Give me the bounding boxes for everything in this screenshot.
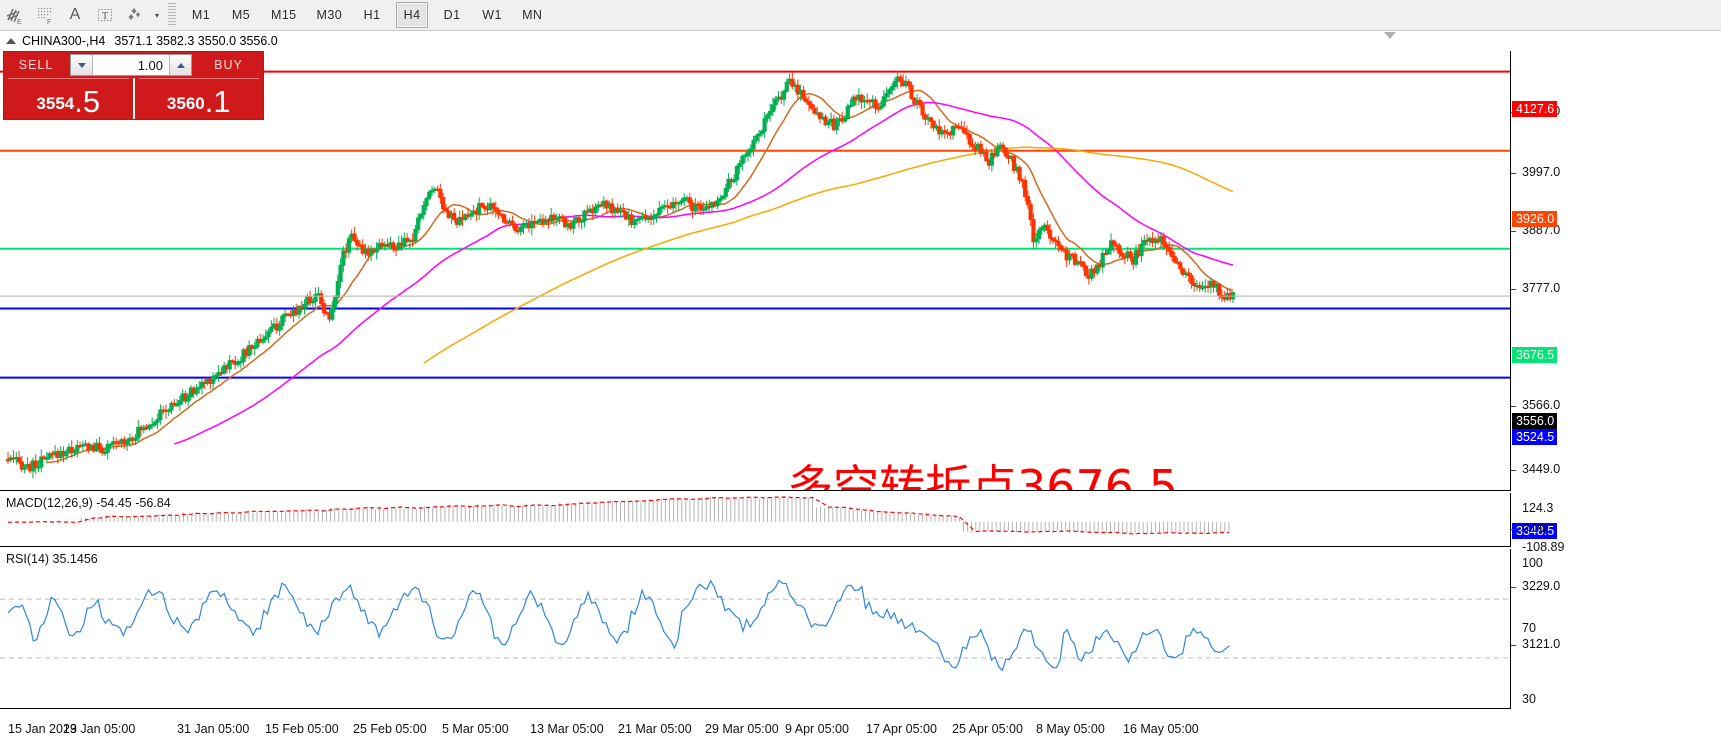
price-axis-label: 3777.0 [1522,281,1561,295]
macd-title: MACD(12,26,9) -54.45 -56.84 [6,496,171,510]
pivot-level-badge[interactable]: 3676.5 [1512,347,1558,363]
sell-price[interactable]: 3554.5 [4,78,133,119]
time-axis-label: 13 Mar 05:00 [530,722,604,736]
main-toolbar: E F A T ▾ M1 M5 M15 M30 H1 [0,0,1721,31]
volume-input[interactable]: 1.00 [137,57,163,73]
time-axis-label: 29 Mar 05:00 [705,722,779,736]
timeframe-m5[interactable]: M5 [231,8,251,22]
macd-axis-label: 124.3 [1522,501,1554,515]
resistance-level-badge[interactable]: 4127.6 [1512,101,1558,117]
price-axis-tick [1511,406,1516,407]
price-axis[interactable]: 4107.03997.03887.03777.03566.03449.03229… [1511,51,1721,709]
timeframe-h1[interactable]: H1 [363,8,381,22]
price-axis-tick [1511,231,1516,232]
timeframe-mn[interactable]: MN [522,8,543,22]
price-axis-label: 3121.0 [1522,637,1561,651]
resistance-level-2-badge[interactable]: 3926.0 [1512,211,1558,227]
time-axis-label: 16 May 05:00 [1123,722,1199,736]
one-click-trading-panel: SELL 1.00 BUY 3554.5 3560.1 [3,51,264,120]
chart-area[interactable]: 多空转折点3676.5 MACD(12,26,9) -54.45 -56.84 … [0,51,1721,752]
caret-up-icon [176,62,185,68]
chart-annotation-text: 多空转折点3676.5 [787,460,1178,491]
text-icon[interactable]: A [69,6,81,23]
price-axis-label: 3997.0 [1522,165,1561,179]
buy-price-integer: 3560 [166,94,205,113]
buy-price[interactable]: 3560.1 [135,78,264,119]
time-axis-label: 9 Apr 05:00 [785,722,849,736]
macd-pane[interactable]: MACD(12,26,9) -54.45 -56.84 [0,493,1511,547]
price-axis-label: 3566.0 [1522,398,1561,412]
sell-price-decimal: .5 [74,84,101,119]
symbol-info-bar: CHINA300-,H4 3571.1 3582.3 3550.0 3556.0 [0,31,1721,51]
indicators-icon[interactable]: E [0,1,30,29]
buy-price-decimal: .1 [204,84,231,119]
time-axis-label: 15 Jan 2019 [8,722,77,736]
time-axis-label: 21 Mar 05:00 [618,722,692,736]
price-axis-tick [1511,289,1516,290]
macd-axis-label: 0.00 [1522,521,1547,535]
support-level-badge[interactable]: 3524.5 [1512,429,1558,445]
svg-text:E: E [17,19,22,25]
macd-canvas [7,496,1230,535]
timeframe-h4[interactable]: H4 [396,2,429,28]
price-axis-tick [1511,173,1516,174]
time-axis-label: 8 May 05:00 [1036,722,1105,736]
time-axis-label: 15 Feb 05:00 [265,722,339,736]
price-axis-tick [1511,470,1516,471]
divider [8,78,129,79]
time-axis-label: 5 Mar 05:00 [442,722,509,736]
buy-button[interactable]: BUY [214,58,243,72]
timeframe-m30[interactable]: M30 [316,8,343,22]
rsi-axis-label: 30 [1522,692,1536,706]
price-axis-label: 3449.0 [1522,462,1561,476]
time-axis-label: 23 Jan 05:00 [63,722,136,736]
rsi-title: RSI(14) 35.1456 [6,552,98,566]
time-axis-label: 31 Jan 05:00 [177,722,250,736]
price-pane[interactable]: 多空转折点3676.5 [0,51,1511,491]
time-axis-label: 25 Feb 05:00 [353,722,427,736]
rsi-axis-label: 70 [1522,621,1536,635]
volume-stepper[interactable]: 1.00 [70,54,192,76]
timeframe-w1[interactable]: W1 [482,8,502,22]
trade-panel-controls: SELL 1.00 BUY [4,52,263,78]
support-level-2-badge[interactable]: 3348.5 [1512,523,1558,539]
volume-increase-button[interactable] [169,55,191,75]
svg-text:F: F [47,19,51,25]
collapse-triangle-icon[interactable] [6,38,16,44]
sell-price-integer: 3554 [36,94,75,113]
templates-icon[interactable] [120,1,150,29]
price-divider [132,78,135,119]
periods-icon[interactable]: F [30,1,60,29]
volume-decrease-button[interactable] [71,55,93,75]
chevron-down-icon[interactable]: ▾ [154,10,159,20]
timeframe-m15[interactable]: M15 [271,8,297,22]
timeframe-d1[interactable]: D1 [443,8,461,22]
rsi-axis-label: 100 [1522,556,1543,570]
trade-panel-prices: 3554.5 3560.1 [4,78,263,119]
time-axis: 15 Jan 2019 23 Jan 05:00 31 Jan 05:00 15 Fe… [0,710,1511,752]
last-price-badge[interactable]: 3556.0 [1512,413,1558,429]
text-label-icon[interactable]: T [90,1,120,29]
rsi-canvas [0,579,1510,672]
time-axis-label: 17 Apr 05:00 [866,722,937,736]
ohlc-values: 3571.1 3582.3 3550.0 3556.0 [114,34,278,48]
svg-text:T: T [102,11,108,22]
caret-down-icon [77,62,86,68]
chart-collapse-arrow-icon[interactable] [1384,32,1396,39]
price-axis-tick [1511,587,1516,588]
price-axis-label: 3229.0 [1522,579,1561,593]
timeframe-m1[interactable]: M1 [191,8,211,22]
symbol-period-label: CHINA300-,H4 [22,34,106,48]
toolbar-gripper[interactable] [167,3,176,27]
macd-axis-tick [1511,529,1516,530]
macd-axis-label: -108.89 [1522,540,1565,554]
rsi-pane[interactable]: RSI(14) 35.1456 [0,549,1511,709]
divider [138,78,259,79]
sell-button[interactable]: SELL [18,58,54,72]
time-axis-label: 25 Apr 05:00 [952,722,1023,736]
price-axis-tick [1511,645,1516,646]
